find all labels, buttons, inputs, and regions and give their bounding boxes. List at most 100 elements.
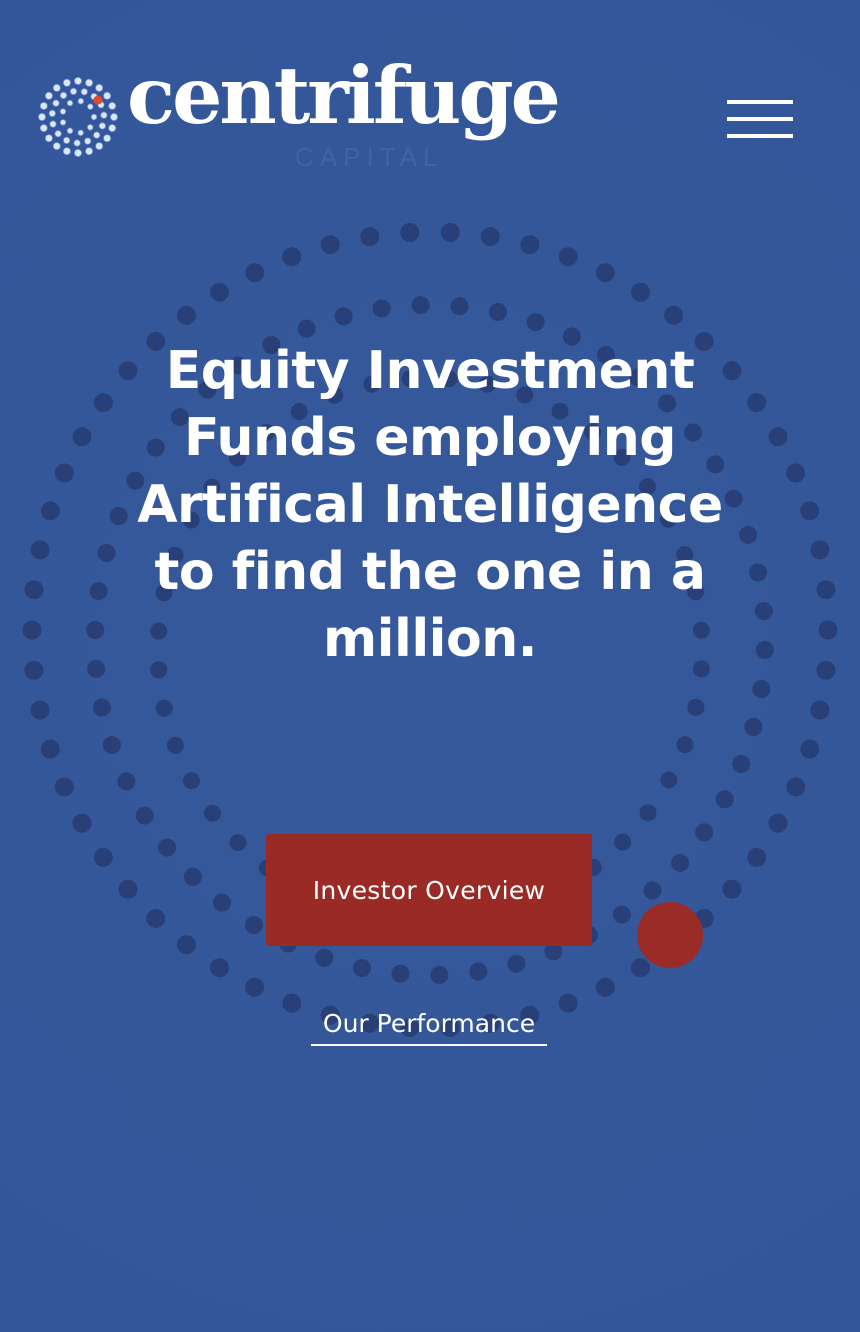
ring-dot	[97, 544, 116, 562]
ring-dot	[816, 580, 836, 600]
ring-dot	[800, 739, 820, 759]
ring-dot	[643, 881, 662, 900]
ring-dot	[210, 282, 229, 302]
logo-dot	[93, 131, 101, 139]
logo-dots-icon	[38, 77, 119, 158]
ring-dot	[40, 739, 60, 759]
logo-dot	[74, 149, 83, 158]
logo-dot	[62, 136, 71, 145]
logo-dot	[77, 129, 84, 136]
ring-dot	[816, 660, 836, 680]
logo-dot	[52, 99, 60, 107]
brand-subtitle: CAPITAL	[295, 142, 444, 172]
ring-dot	[24, 660, 44, 680]
ring-dot	[22, 620, 42, 640]
logo-dot	[73, 139, 81, 147]
site-header: centrifuge CAPITAL	[0, 0, 860, 200]
ring-dot	[507, 954, 526, 973]
ring-dot	[595, 263, 615, 283]
ring-dot	[430, 965, 449, 984]
ring-dot	[372, 299, 391, 318]
ring-dot	[722, 879, 742, 899]
ring-dot	[671, 853, 690, 872]
ring-dot	[72, 813, 92, 833]
logo-accent-dot	[93, 95, 103, 105]
ring-dot	[800, 501, 820, 521]
logo-dot	[103, 134, 112, 143]
ring-dot	[752, 679, 771, 698]
ring-dot	[176, 935, 196, 955]
ring-dot	[135, 806, 154, 825]
ring-dot	[440, 223, 460, 242]
logo-dot	[98, 122, 107, 130]
logo-dot	[66, 127, 74, 134]
logo-dot	[100, 111, 108, 119]
hamburger-menu-icon	[727, 117, 793, 121]
ring-dot	[297, 319, 316, 338]
ring-dot	[245, 977, 265, 997]
ring-dot	[183, 867, 202, 886]
ring-dot	[664, 305, 684, 325]
logo-dot	[74, 77, 83, 85]
ring-dot	[315, 948, 334, 967]
ring-dot	[639, 804, 657, 822]
logo-dot	[85, 147, 94, 156]
logo-dot	[39, 124, 48, 133]
brand-logo[interactable]: centrifuge CAPITAL	[36, 56, 561, 172]
ring-dot	[353, 959, 371, 977]
ring-dot	[450, 297, 469, 316]
ring-dot	[166, 736, 184, 754]
ring-dot	[411, 296, 430, 315]
ring-dot	[24, 580, 44, 600]
ring-dot	[320, 235, 340, 255]
logo-dot	[62, 147, 71, 156]
ring-dot	[183, 772, 200, 790]
ring-dot	[526, 313, 545, 332]
ring-dot	[176, 305, 196, 325]
ring-dot	[747, 847, 767, 867]
logo-dot	[95, 83, 104, 92]
ring-dot	[612, 905, 631, 924]
brand-wordmark: centrifuge	[127, 49, 561, 142]
ring-dot	[676, 736, 694, 754]
hero-headline: Equity Investment Funds employing Artifi…	[137, 341, 723, 669]
our-performance-link[interactable]: Our Performance	[311, 1006, 547, 1046]
ring-dot	[102, 736, 121, 755]
investor-overview-button[interactable]: Investor Overview	[266, 834, 592, 946]
menu-button[interactable]	[727, 100, 793, 140]
logo-dot	[87, 103, 94, 110]
logo-dot	[87, 124, 94, 131]
ring-dot	[146, 909, 166, 928]
logo-dot	[69, 87, 78, 95]
ring-dot	[768, 813, 788, 833]
ring-dot	[158, 838, 176, 857]
ring-dot	[92, 698, 111, 717]
ring-dot	[213, 893, 231, 912]
logo-dot	[77, 98, 84, 105]
logo-dot	[52, 142, 61, 151]
ring-dot	[786, 463, 806, 483]
ring-dot	[30, 700, 50, 720]
ring-dot	[520, 235, 540, 255]
ring-dot	[40, 501, 60, 521]
ring-dot	[391, 964, 410, 983]
logo-dot	[52, 83, 61, 92]
ring-dot	[117, 772, 136, 791]
ring-dot	[810, 540, 830, 560]
hamburger-menu-icon	[727, 134, 793, 138]
ring-dot	[229, 834, 247, 852]
ring-dot	[86, 621, 105, 639]
logo-dot	[59, 119, 67, 126]
logo-dot	[103, 91, 112, 100]
ring-dot	[93, 847, 113, 867]
logo-dot	[90, 113, 98, 121]
ring-dot	[400, 223, 420, 242]
ring-dot	[210, 958, 229, 978]
ring-dot	[810, 700, 830, 720]
ring-dot	[93, 393, 113, 413]
ring-dot	[695, 823, 714, 842]
hamburger-menu-icon	[727, 100, 793, 104]
logo-dot	[110, 113, 119, 122]
logo-dot	[39, 101, 48, 110]
logo-dot	[66, 99, 74, 107]
